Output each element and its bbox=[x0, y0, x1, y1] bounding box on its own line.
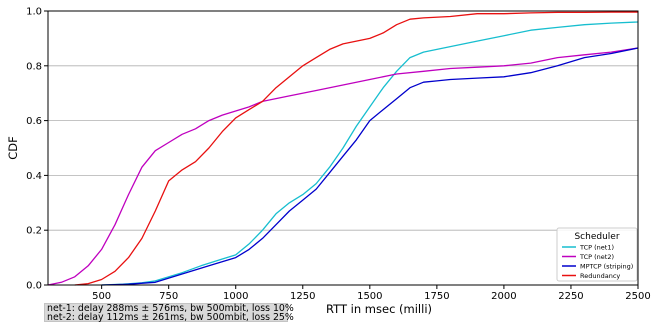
legend-label-3: Redundancy bbox=[580, 272, 620, 280]
legend-items: TCP (net1) TCP (net2)MPTCP (striping) Redu… bbox=[562, 243, 633, 280]
y-tick-label-2: 0.4 bbox=[26, 171, 42, 182]
network-note: net-1: delay 288ms ± 576ms, bw 500mbit, … bbox=[44, 303, 294, 323]
x-tick-label-8: 2500 bbox=[625, 291, 650, 302]
y-axis-label: CDF bbox=[6, 136, 20, 160]
x-axis-label: RTT in msec (milli) bbox=[326, 302, 432, 316]
y-axis-ticks: 0.0 0.2 0.4 0.6 0.8 1.0 bbox=[26, 7, 48, 292]
legend-box bbox=[556, 227, 638, 282]
network-note-line-2: net-2: delay 112ms ± 261ms, bw 500mbit, … bbox=[47, 312, 294, 323]
y-tick-label-1: 0.2 bbox=[26, 226, 42, 237]
legend-label-2: MPTCP (striping) bbox=[580, 262, 633, 270]
x-tick-label-2: 1000 bbox=[223, 291, 248, 302]
series-line-redundancy bbox=[74, 11, 638, 286]
x-tick-label-5: 1750 bbox=[424, 291, 449, 302]
y-tick-label-4: 0.8 bbox=[26, 61, 42, 72]
series-line-tcp-net1 bbox=[101, 21, 639, 286]
x-tick-label-7: 2250 bbox=[558, 291, 583, 302]
legend-label-1: TCP (net2) bbox=[579, 253, 614, 261]
x-tick-label-1: 750 bbox=[159, 291, 178, 302]
x-tick-label-6: 2000 bbox=[491, 291, 516, 302]
x-tick-label-4: 1500 bbox=[357, 291, 382, 302]
x-tick-label-3: 1250 bbox=[290, 291, 315, 302]
legend-label-0: TCP (net1) bbox=[579, 243, 614, 251]
y-tick-label-0: 0.0 bbox=[26, 281, 42, 292]
plot-frame bbox=[47, 10, 639, 286]
series-line-mptcp-striping bbox=[101, 47, 639, 286]
legend: Scheduler TCP (net1) TCP (net2)MPTCP (str… bbox=[556, 227, 638, 282]
y-tick-label-3: 0.6 bbox=[26, 116, 42, 127]
x-axis-ticks: 500 750 1000 1250 1500 1750 2000 2250 2500 bbox=[92, 285, 651, 302]
legend-title: Scheduler bbox=[574, 232, 619, 242]
grid-lines bbox=[48, 65, 638, 231]
y-tick-label-5: 1.0 bbox=[26, 7, 42, 18]
series-line-tcp-net2 bbox=[47, 47, 639, 286]
x-tick-label-0: 500 bbox=[92, 291, 111, 302]
series-layer bbox=[47, 11, 639, 286]
network-note-line-1: net-1: delay 288ms ± 576ms, bw 500mbit, … bbox=[47, 303, 294, 314]
